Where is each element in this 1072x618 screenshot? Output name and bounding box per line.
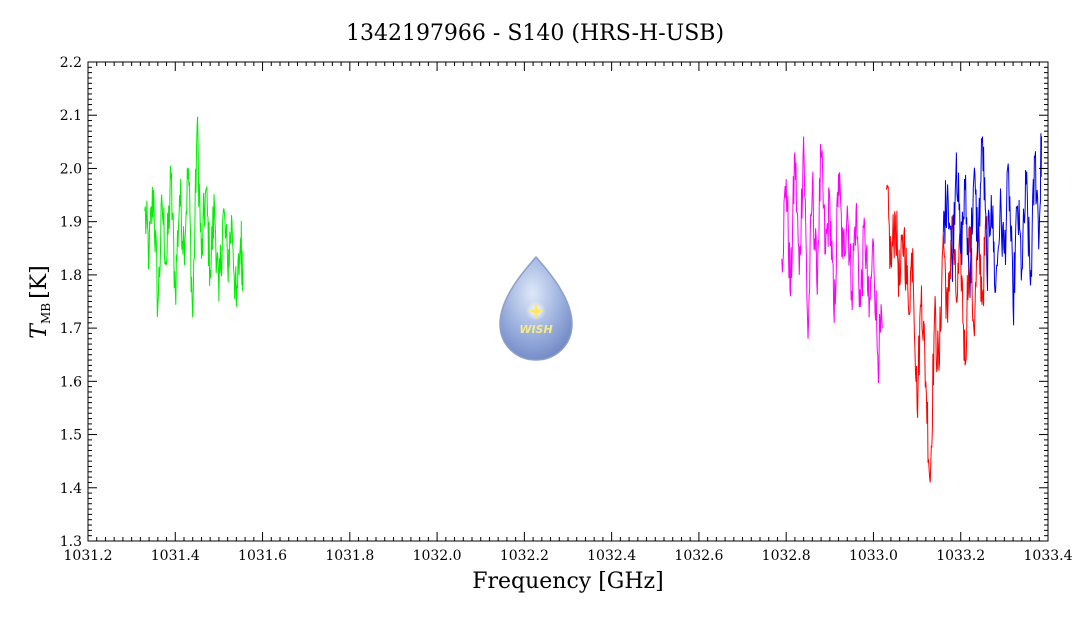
logo-text: WISH [519, 323, 552, 336]
y-tick-label: 1.9 [60, 215, 82, 231]
x-tick-label: 1031.6 [238, 548, 287, 564]
y-tick-label: 1.5 [60, 428, 82, 444]
y-axis-label-main: T [27, 322, 52, 339]
y-tick-label: 2.0 [60, 161, 82, 177]
spectrum-series-2 [781, 136, 883, 384]
chart-title: 1342197966 - S140 (HRS-H-USB) [346, 21, 724, 46]
y-axis-label-sub: MB [39, 303, 53, 324]
x-tick-label: 1033.2 [936, 548, 985, 564]
x-tick-label: 1032.2 [500, 548, 549, 564]
x-tick-label: 1033.0 [849, 548, 898, 564]
x-tick-label: 1033.4 [1024, 548, 1072, 564]
spectrum-series-4 [942, 133, 1042, 326]
y-axis: 1.3 1.4 1.5 1.6 1.7 1.8 1.9 2.0 2.1 2.2 [60, 55, 1048, 550]
wish-logo: WISH [499, 255, 573, 361]
spectrum-series-3 [886, 184, 988, 483]
x-tick-label: 1031.4 [151, 548, 200, 564]
y-tick-label: 2.1 [60, 108, 82, 124]
y-tick-label: 1.7 [60, 321, 82, 337]
x-axis-label: Frequency [GHz] [472, 569, 664, 594]
plot-frame [87, 61, 1049, 542]
x-tick-label: 1032.8 [762, 548, 811, 564]
y-tick-label: 1.6 [60, 374, 82, 390]
star-icon [527, 302, 545, 320]
spectrum-series-1 [144, 116, 244, 318]
x-tick-label: 1031.2 [64, 548, 113, 564]
x-axis: 1031.2 1031.4 1031.6 1031.8 1032.0 1032.2 1032… [64, 62, 1072, 564]
y-tick-label: 2.2 [60, 55, 82, 71]
x-tick-label: 1032.4 [587, 548, 636, 564]
y-axis-label: TMB [K] [27, 265, 53, 338]
y-tick-label: 1.3 [60, 534, 82, 550]
x-tick-label: 1032.6 [674, 548, 723, 564]
y-tick-label: 1.8 [60, 268, 82, 284]
y-tick-label: 1.4 [60, 481, 82, 497]
y-axis-label-unit: [K] [27, 265, 52, 299]
series-layer [144, 116, 1042, 483]
x-tick-label: 1032.0 [413, 548, 462, 564]
x-tick-label: 1031.8 [325, 548, 374, 564]
